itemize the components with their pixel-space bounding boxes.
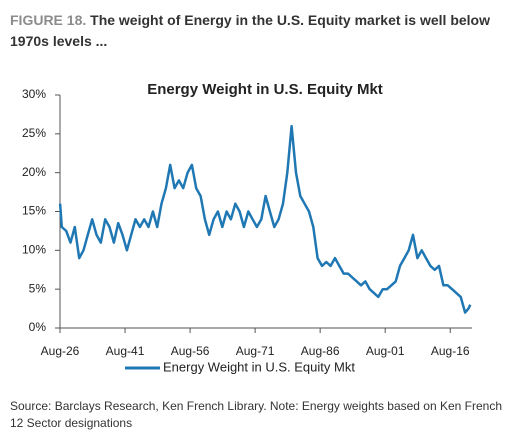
source-note: Source: Barclays Research, Ken French Li… bbox=[10, 399, 503, 430]
data-line bbox=[58, 124, 472, 314]
figure-caption: FIGURE 18. The weight of Energy in the U… bbox=[10, 10, 490, 52]
y-tick-label: 25% bbox=[22, 126, 46, 140]
x-tick-label: Aug-01 bbox=[366, 344, 405, 358]
chart-title: Energy Weight in U.S. Equity Mkt bbox=[147, 81, 383, 98]
y-tick-label: 15% bbox=[22, 204, 46, 218]
y-tick-label: 5% bbox=[29, 281, 47, 295]
x-tick-label: Aug-41 bbox=[106, 344, 145, 358]
figure-label: FIGURE 18. bbox=[10, 12, 87, 28]
x-tick-label: Aug-16 bbox=[431, 344, 470, 358]
y-tick-label: 0% bbox=[29, 320, 47, 334]
legend-label: Energy Weight in U.S. Equity Mkt bbox=[163, 359, 355, 374]
x-tick-label: Aug-71 bbox=[236, 344, 275, 358]
y-tick-label: 20% bbox=[22, 165, 46, 179]
x-tick-label: Aug-86 bbox=[301, 344, 340, 358]
x-tick-label: Aug-56 bbox=[171, 344, 210, 358]
y-tick-label: 30% bbox=[22, 87, 46, 101]
y-tick-label: 10% bbox=[22, 243, 46, 257]
figure-title: The weight of Energy in the U.S. Equity … bbox=[10, 12, 490, 49]
x-tick-label: Aug-26 bbox=[41, 344, 80, 358]
